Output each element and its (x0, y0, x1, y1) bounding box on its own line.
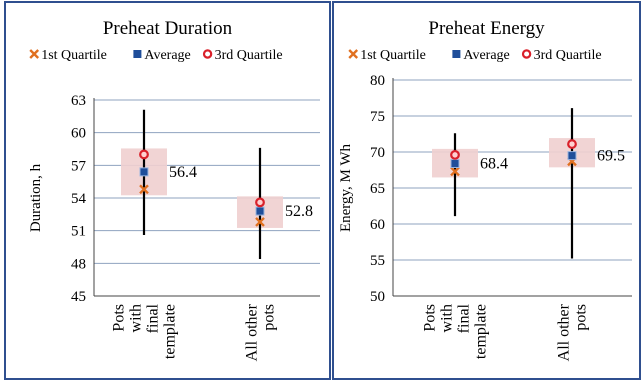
q3-marker (255, 197, 265, 208)
legend-label: Average (463, 48, 509, 63)
y-tick-label: 75 (370, 109, 385, 125)
average-marker (255, 206, 265, 216)
x-tick-label-line: template (162, 304, 179, 359)
q3-marker (567, 139, 577, 149)
x-tick-label-line: with (128, 304, 145, 332)
x-tick-label-line: pots (261, 304, 278, 331)
legend-marker-q1 (348, 49, 359, 59)
y-tick-label: 48 (71, 256, 86, 272)
data-label: 56.4 (169, 164, 197, 181)
x-tick-label-line: final (145, 303, 162, 333)
average-marker (139, 167, 149, 177)
y-axis-label: Duration, h (28, 163, 44, 232)
legend-marker-average (133, 50, 142, 58)
legend-label: Average (144, 48, 190, 63)
legend: 1st Quartile Average 3rd Quartile (29, 48, 283, 63)
data-label: 69.5 (597, 148, 625, 165)
y-tick-label: 60 (71, 126, 86, 142)
x-tick-label-2: All other pots (556, 303, 590, 361)
chart-title: Preheat Energy (428, 18, 545, 39)
x-tick-label-line: Pots (422, 304, 439, 332)
x-tick-label-line: Pots (111, 304, 128, 332)
legend-label: 1st Quartile (360, 48, 426, 63)
panel-border (4, 1, 331, 380)
x-tick-label-line: pots (573, 304, 590, 331)
y-tick-label: 60 (370, 217, 385, 233)
x-tick-label-line: All other (556, 303, 573, 361)
box-group-1: 56.4 (121, 109, 197, 236)
box-group-2: 69.5 (549, 108, 625, 259)
x-tick-label-line: All other (244, 303, 261, 361)
box-group-1: 68.4 (432, 133, 508, 217)
x-tick-label-line: final (456, 303, 473, 333)
average-marker (450, 159, 460, 169)
average-marker (567, 151, 577, 161)
panel-border (332, 1, 641, 380)
data-label: 68.4 (480, 156, 508, 173)
chart-panel-1: Preheat Duration 1st Quartile Average 3rd Q… (4, 1, 331, 380)
q1-marker (139, 184, 149, 195)
q1-marker (255, 217, 265, 227)
q3-marker (450, 149, 460, 160)
x-tick-label-line: template (473, 304, 490, 359)
x-tick-label-2: All other pots (244, 303, 278, 361)
legend-marker-average (452, 50, 461, 58)
q3-marker (139, 149, 149, 160)
y-tick-label: 65 (370, 181, 385, 197)
y-axis-label: Energy, M Wh (338, 143, 354, 232)
y-tick-label: 50 (370, 289, 385, 305)
x-tick-label-line: with (439, 304, 456, 332)
chart-title: Preheat Duration (103, 18, 233, 39)
y-tick-label: 80 (370, 73, 385, 89)
legend-marker-q1 (29, 49, 40, 59)
legend-label: 1st Quartile (41, 48, 107, 63)
box-group-2: 52.8 (237, 147, 313, 259)
y-tick-label: 55 (370, 253, 385, 269)
legend-marker-q3 (202, 49, 213, 59)
q1-marker (450, 166, 460, 177)
x-tick-label-1: Pots with final template (422, 303, 490, 359)
legend-label: 3rd Quartile (215, 48, 283, 63)
y-tick-label: 51 (71, 224, 86, 240)
legend-label: 3rd Quartile (534, 48, 602, 63)
y-tick-label: 45 (71, 289, 86, 305)
legend-marker-q3 (521, 49, 532, 59)
data-label: 52.8 (285, 203, 313, 220)
legend: 1st Quartile Average 3rd Quartile (348, 48, 602, 63)
y-tick-label: 63 (71, 93, 86, 109)
x-tick-label-1: Pots with final template (111, 303, 179, 359)
y-tick-label: 57 (71, 158, 87, 174)
y-tick-label: 70 (370, 145, 385, 161)
y-tick-label: 54 (71, 191, 87, 207)
